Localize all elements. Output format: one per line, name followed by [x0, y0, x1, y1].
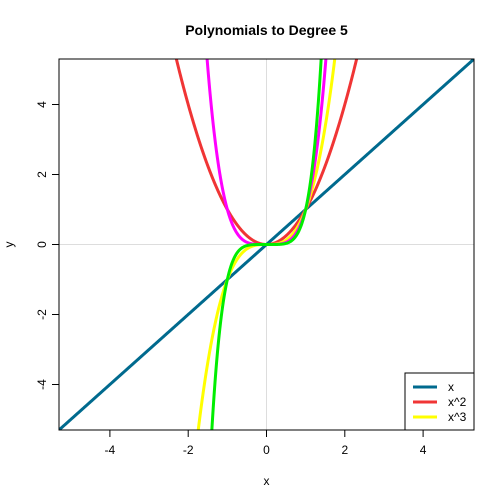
chart-title: Polynomials to Degree 5: [185, 22, 348, 38]
y-tick-label: 2: [35, 171, 49, 178]
x-tick-label: -2: [183, 443, 194, 457]
x-axis-label: x: [264, 474, 270, 488]
y-axis-label: y: [2, 242, 16, 248]
series-layer: [59, 59, 474, 430]
x-axis: -4 -2 0 2 4: [105, 430, 427, 457]
legend: xx^2x^3: [404, 372, 475, 431]
legend-label-degree-1: x: [448, 380, 454, 394]
x-tick-label: -4: [105, 443, 116, 457]
y-axis: -4 -2 0 2 4: [35, 101, 59, 390]
x-tick-label: 0: [263, 443, 270, 457]
y-tick-label: 4: [35, 101, 49, 108]
y-tick-label: -2: [35, 309, 49, 320]
y-tick-label: -4: [35, 379, 49, 390]
y-tick-label: 0: [35, 241, 49, 248]
legend-label-degree-2: x^2: [448, 395, 467, 409]
series-line-degree-5: [210, 59, 323, 430]
legend-label-degree-3: x^3: [448, 410, 467, 424]
x-tick-label: 2: [341, 443, 348, 457]
x-tick-label: 4: [420, 443, 427, 457]
